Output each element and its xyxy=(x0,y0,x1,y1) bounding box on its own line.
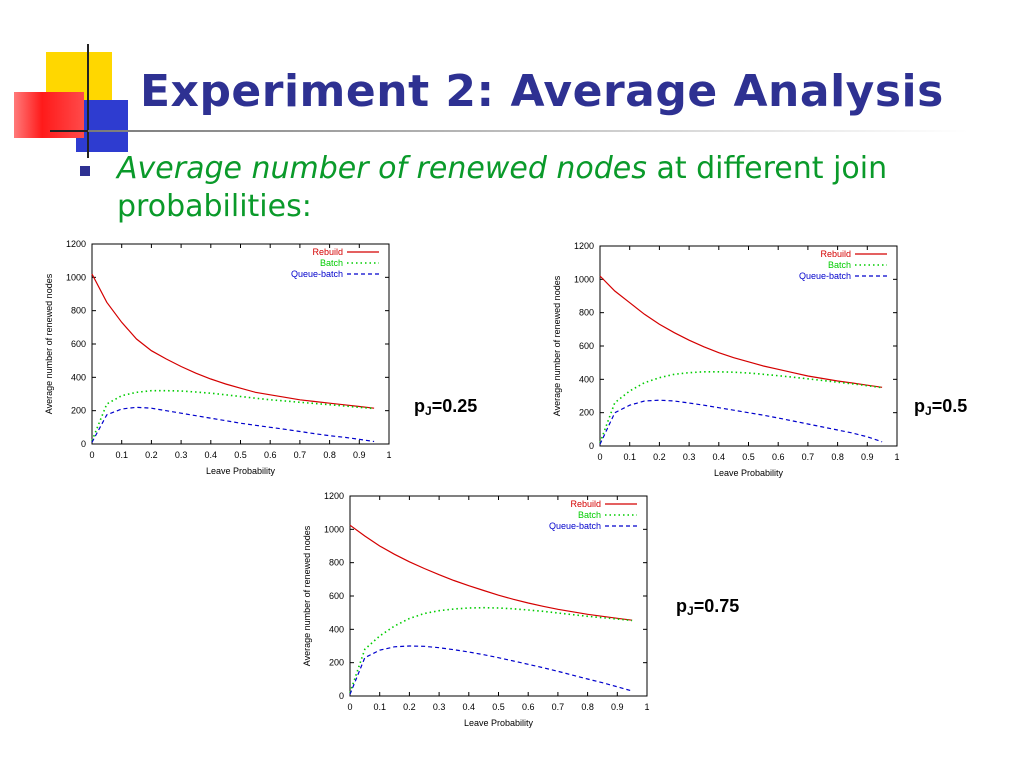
chart-pj-075: 0 0.1 0.2 0.3 0.4 0.5 0.6 0.7 0.8 0.9 1 0 200 400 600 8… xyxy=(298,488,658,734)
x-tick-label: 1 xyxy=(894,452,899,462)
bullet-marker xyxy=(80,166,90,176)
x-tick-label: 0.1 xyxy=(373,702,386,712)
plot-frame xyxy=(91,243,390,445)
deco-vertical-line xyxy=(87,44,89,158)
legend-label-rebuild: Rebuild xyxy=(312,247,343,257)
slide-title: Experiment 2: Average Analysis xyxy=(140,66,944,117)
x-tick-label: 0.6 xyxy=(522,702,535,712)
x-tick-label: 0.2 xyxy=(145,450,158,460)
deco-horizontal-line xyxy=(50,130,90,132)
panel-label-pj-075: pJ=0.75 xyxy=(676,596,740,618)
y-tick-label: 1200 xyxy=(324,491,344,501)
series-line-rebuild xyxy=(599,275,883,388)
series-line-rebuild xyxy=(91,273,375,409)
x-tick-label: 0.9 xyxy=(353,450,366,460)
x-tick-label: 1 xyxy=(386,450,391,460)
y-tick-label: 200 xyxy=(579,408,594,418)
x-tick-label: 0.9 xyxy=(861,452,874,462)
bullet-text: Average number of renewed nodes at diffe… xyxy=(117,150,977,226)
bullet-italic: Average number of renewed nodes xyxy=(117,151,647,186)
panel-label-pj-05: pJ=0.5 xyxy=(914,396,968,418)
y-axis-label: Average number of renewed nodes xyxy=(302,525,312,666)
y-tick-label: 600 xyxy=(329,591,344,601)
chart-svg: 0 0.1 0.2 0.3 0.4 0.5 0.6 0.7 0.8 0.9 1 0 200 400 600 8… xyxy=(302,491,650,728)
plot-frame xyxy=(599,245,898,447)
x-tick-label: 0.4 xyxy=(463,702,476,712)
y-tick-label: 600 xyxy=(71,339,86,349)
x-axis-label: Leave Probability xyxy=(464,718,534,728)
y-tick-label: 1200 xyxy=(66,239,86,249)
x-tick-label: 0.3 xyxy=(683,452,696,462)
x-tick-label: 0.5 xyxy=(492,702,505,712)
x-tick-label: 0.7 xyxy=(802,452,815,462)
x-tick-label: 0.3 xyxy=(175,450,188,460)
y-tick-label: 1000 xyxy=(66,272,86,282)
series-line-batch xyxy=(349,606,633,693)
legend-label-queue-batch: Queue-batch xyxy=(549,521,601,531)
x-tick-label: 0.2 xyxy=(403,702,416,712)
series-line-queue-batch xyxy=(349,645,633,695)
y-tick-label: 600 xyxy=(579,341,594,351)
x-tick-label: 0.5 xyxy=(742,452,755,462)
legend-label-queue-batch: Queue-batch xyxy=(291,269,343,279)
x-tick-label: 0.1 xyxy=(115,450,128,460)
chart-pj-05: 0 0.1 0.2 0.3 0.4 0.5 0.6 0.7 0.8 0.9 1 0 200 400 600 8… xyxy=(548,238,908,484)
series-line-queue-batch xyxy=(91,406,375,443)
chart-svg: 0 0.1 0.2 0.3 0.4 0.5 0.6 0.7 0.8 0.9 1 0 200 400 600 8… xyxy=(44,239,392,476)
series-line-batch xyxy=(599,371,883,443)
y-axis-label: Average number of renewed nodes xyxy=(44,273,54,414)
y-tick-label: 1000 xyxy=(324,524,344,534)
x-axis-label: Leave Probability xyxy=(714,468,784,478)
x-tick-label: 0.1 xyxy=(623,452,636,462)
x-tick-label: 0.2 xyxy=(653,452,666,462)
deco-blue-square xyxy=(76,100,128,152)
x-tick-label: 0.6 xyxy=(264,450,277,460)
legend-label-rebuild: Rebuild xyxy=(820,249,851,259)
x-tick-label: 0.8 xyxy=(831,452,844,462)
y-tick-label: 1000 xyxy=(574,274,594,284)
legend-label-batch: Batch xyxy=(320,258,343,268)
panel-label-pj-025: pJ=0.25 xyxy=(414,396,478,418)
x-tick-label: 0.5 xyxy=(234,450,247,460)
y-tick-label: 800 xyxy=(71,306,86,316)
chart-svg: 0 0.1 0.2 0.3 0.4 0.5 0.6 0.7 0.8 0.9 1 0 200 400 600 8… xyxy=(552,241,900,478)
y-tick-label: 800 xyxy=(329,558,344,568)
plot-frame xyxy=(349,495,648,697)
x-axis-label: Leave Probability xyxy=(206,466,276,476)
y-tick-label: 0 xyxy=(589,441,594,451)
x-tick-label: 0.8 xyxy=(581,702,594,712)
y-tick-label: 400 xyxy=(329,624,344,634)
y-tick-label: 400 xyxy=(579,374,594,384)
y-tick-label: 800 xyxy=(579,308,594,318)
y-tick-label: 0 xyxy=(339,691,344,701)
x-tick-label: 0 xyxy=(597,452,602,462)
x-tick-label: 0.7 xyxy=(294,450,307,460)
y-tick-label: 200 xyxy=(329,658,344,668)
x-tick-label: 0.4 xyxy=(205,450,218,460)
x-tick-label: 0.3 xyxy=(433,702,446,712)
chart-pj-025: 0 0.1 0.2 0.3 0.4 0.5 0.6 0.7 0.8 0.9 1 0 200 400 600 8… xyxy=(40,236,400,482)
x-tick-label: 1 xyxy=(644,702,649,712)
x-tick-label: 0.6 xyxy=(772,452,785,462)
y-tick-label: 400 xyxy=(71,372,86,382)
bullet-rest: at different join probabilities: xyxy=(117,151,888,224)
legend-label-batch: Batch xyxy=(578,510,601,520)
x-tick-label: 0 xyxy=(89,450,94,460)
y-tick-label: 0 xyxy=(81,439,86,449)
legend-label-rebuild: Rebuild xyxy=(570,499,601,509)
legend-label-queue-batch: Queue-batch xyxy=(799,271,851,281)
y-axis-label: Average number of renewed nodes xyxy=(552,275,562,416)
legend-label-batch: Batch xyxy=(828,260,851,270)
y-tick-label: 200 xyxy=(71,406,86,416)
series-line-rebuild xyxy=(349,524,633,621)
x-tick-label: 0.4 xyxy=(713,452,726,462)
title-rule xyxy=(88,130,968,132)
x-tick-label: 0.9 xyxy=(611,702,624,712)
series-line-queue-batch xyxy=(599,399,883,445)
x-tick-label: 0.8 xyxy=(323,450,336,460)
x-tick-label: 0 xyxy=(347,702,352,712)
y-tick-label: 1200 xyxy=(574,241,594,251)
x-tick-label: 0.7 xyxy=(552,702,565,712)
series-line-batch xyxy=(91,389,375,441)
